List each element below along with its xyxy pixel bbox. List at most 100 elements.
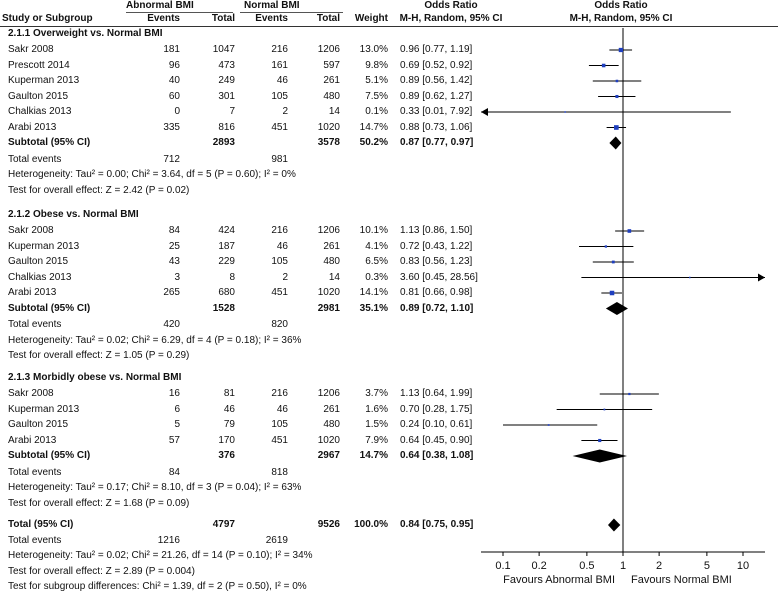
- events2-header: Events: [255, 13, 288, 24]
- x-tick-label: 0.2: [531, 560, 546, 572]
- study-marker: [564, 111, 566, 113]
- subgroup-overall-effect: Test for overall effect: Z = 1.68 (P = 0…: [8, 497, 190, 509]
- total-abnormal: 424: [218, 225, 235, 236]
- study-odds-ratio: 0.83 [0.56, 1.23]: [400, 256, 473, 267]
- total-normal: 14: [328, 271, 340, 283]
- favours-right-label: Favours Normal BMI: [631, 574, 732, 586]
- study-name: Gaulton 2015: [8, 419, 69, 430]
- study-marker: [615, 94, 619, 99]
- total-abnormal: 1047: [212, 44, 235, 55]
- events-normal: 46: [276, 240, 288, 252]
- weight-header: Weight: [354, 13, 388, 24]
- x-tick-label: 1: [620, 560, 626, 572]
- x-tick-label: 5: [704, 560, 710, 572]
- subgroup-total-events-e2: 818: [271, 466, 288, 478]
- favours-left-label: Favours Abnormal BMI: [503, 574, 615, 586]
- total-label: Total (95% CI): [8, 519, 74, 530]
- events-abnormal: 3: [174, 271, 180, 283]
- total-abnormal: 816: [218, 121, 235, 133]
- events-normal: 451: [271, 121, 288, 133]
- study-name: Kuperman 2013: [8, 75, 80, 86]
- events-normal: 46: [276, 403, 288, 415]
- events-abnormal: 43: [168, 256, 180, 267]
- study-weight: 1.5%: [365, 419, 388, 430]
- study-marker: [627, 229, 632, 233]
- subtotal-label: Subtotal (95% CI): [8, 302, 91, 314]
- total-abnormal: 249: [218, 75, 235, 86]
- subtotal-t1: 376: [218, 450, 235, 461]
- study-marker: [618, 47, 624, 53]
- total-normal: 1206: [317, 388, 340, 399]
- total-or: 0.84 [0.75, 0.95]: [400, 519, 474, 530]
- events-abnormal: 181: [163, 44, 180, 55]
- events1-header: Events: [147, 13, 180, 24]
- study-odds-ratio: 0.24 [0.10, 0.61]: [400, 419, 473, 430]
- group1-underline: [126, 12, 233, 13]
- total-t1: 4797: [212, 519, 235, 530]
- subgroup-total-events-e1: 420: [163, 319, 180, 330]
- study-weight: 14.1%: [359, 287, 388, 298]
- study-name: Kuperman 2013: [8, 403, 80, 415]
- events-normal: 216: [271, 225, 288, 236]
- study-name: Chalkias 2013: [8, 106, 72, 117]
- study-weight: 0.3%: [365, 271, 388, 283]
- study-weight: 3.7%: [365, 388, 388, 399]
- study-name: Arabi 2013: [8, 287, 57, 298]
- subgroup-2-title: 2.1.2 Obese vs. Normal BMI: [8, 209, 139, 220]
- total-abnormal: 170: [218, 434, 235, 446]
- study-name: Sakr 2008: [8, 44, 54, 55]
- total1-header: Total: [211, 13, 235, 24]
- subtotal-label: Subtotal (95% CI): [8, 137, 91, 148]
- total-abnormal: 229: [218, 256, 235, 267]
- total-weight: 100.0%: [354, 519, 388, 530]
- group1-header: Abnormal BMI: [126, 0, 194, 11]
- events-normal: 2: [282, 106, 288, 117]
- total-heterogeneity: Heterogeneity: Tau² = 0.02; Chi² = 21.26…: [8, 550, 313, 561]
- total-events-label: Total events: [8, 535, 62, 546]
- study-odds-ratio: 0.88 [0.73, 1.06]: [400, 121, 473, 133]
- study-name: Sakr 2008: [8, 388, 54, 399]
- study-marker: [609, 290, 615, 296]
- total-abnormal: 81: [223, 388, 235, 399]
- study-weight: 9.8%: [365, 59, 388, 71]
- plot-method-header: M-H, Random, 95% CI: [569, 13, 673, 24]
- subgroup-total-events-e2: 820: [271, 319, 288, 330]
- or-method-header: M-H, Random, 95% CI: [399, 13, 503, 24]
- subtotal-t2: 3578: [317, 137, 340, 148]
- study-weight: 13.0%: [359, 44, 388, 55]
- study-marker: [603, 408, 606, 411]
- study-marker: [614, 125, 619, 130]
- study-name: Arabi 2013: [8, 434, 57, 446]
- study-weight: 1.6%: [365, 403, 388, 415]
- study-marker: [615, 79, 619, 83]
- study-odds-ratio: 1.13 [0.64, 1.99]: [400, 388, 473, 399]
- subgroup-total-events-e1: 712: [163, 153, 180, 165]
- subtotal-weight: 14.7%: [359, 450, 388, 461]
- total-normal: 1020: [317, 287, 340, 298]
- study-odds-ratio: 0.81 [0.66, 0.98]: [400, 287, 473, 298]
- subtotal-weight: 50.2%: [359, 137, 388, 148]
- events-abnormal: 96: [168, 59, 180, 71]
- events-abnormal: 40: [168, 75, 180, 86]
- subgroup-overall-effect: Test for overall effect: Z = 2.42 (P = 0…: [8, 184, 190, 196]
- total-normal: 597: [323, 59, 340, 71]
- total-abnormal: 7: [229, 106, 235, 117]
- total-abnormal: 187: [218, 240, 235, 252]
- total-t2: 9526: [317, 519, 340, 530]
- study-name: Gaulton 2015: [8, 256, 69, 267]
- study-name: Prescott 2014: [8, 59, 70, 71]
- subgroup-total-events-label: Total events: [8, 466, 62, 478]
- subtotal-diamond: [572, 449, 628, 463]
- events-abnormal: 265: [163, 287, 180, 298]
- total-abnormal: 301: [218, 90, 235, 102]
- subgroup-heterogeneity: Heterogeneity: Tau² = 0.17; Chi² = 8.10,…: [8, 482, 302, 493]
- study-marker: [611, 260, 615, 264]
- header-rule: [0, 26, 778, 27]
- group2-underline: [240, 12, 343, 13]
- events-normal: 216: [271, 44, 288, 55]
- subgroup-1-title: 2.1.1 Overweight vs. Normal BMI: [8, 28, 163, 39]
- events-normal: 451: [271, 287, 288, 298]
- events-abnormal: 25: [168, 240, 180, 252]
- study-odds-ratio: 0.64 [0.45, 0.90]: [400, 434, 473, 446]
